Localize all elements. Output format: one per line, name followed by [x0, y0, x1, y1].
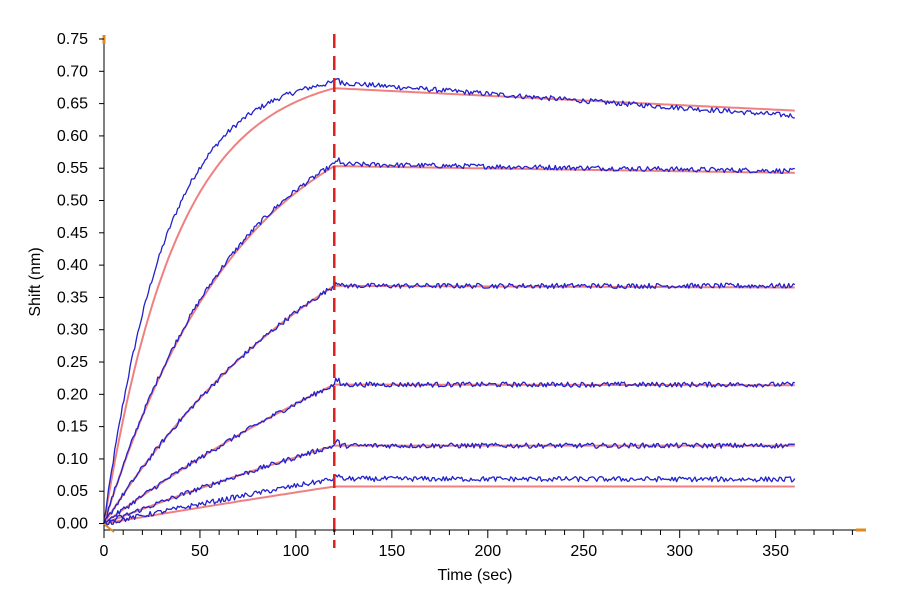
- tick-labels: 0 50 100 150 200 250 300 350 0.00 0.05 0.10 0.15 0.2…: [57, 31, 789, 560]
- fit-series-2: [103, 165, 795, 524]
- y-tick-label: 0.60: [57, 128, 88, 145]
- x-axis-label: Time (sec): [438, 567, 513, 584]
- axes: [99, 35, 866, 538]
- fit-series-10: [103, 485, 795, 525]
- x-tick-label: 300: [666, 543, 693, 560]
- measured-series-11: [103, 474, 796, 527]
- y-tick-label: 0.10: [57, 451, 88, 468]
- y-tick-label: 0.70: [57, 63, 88, 80]
- y-tick-label: 0.55: [57, 160, 88, 177]
- y-tick-label: 0.20: [57, 386, 88, 403]
- y-tick-label: 0.75: [57, 31, 88, 48]
- series-layer: [103, 78, 796, 527]
- y-tick-label: 0.25: [57, 354, 88, 371]
- fit-series-0: [103, 87, 795, 524]
- measured-series-9: [103, 439, 795, 527]
- y-tick-label: 0.30: [57, 322, 88, 339]
- y-tick-label: 0.50: [57, 193, 88, 210]
- x-tick-label: 200: [474, 543, 501, 560]
- y-tick-label: 0.40: [57, 257, 88, 274]
- measured-series-1: [103, 78, 795, 523]
- x-tick-label: 0: [100, 543, 109, 560]
- y-tick-label: 0.35: [57, 289, 88, 306]
- measured-series-5: [103, 281, 796, 524]
- x-tick-label: 100: [283, 543, 310, 560]
- y-tick-label: 0.45: [57, 225, 88, 242]
- y-tick-label: 0.65: [57, 96, 88, 113]
- y-tick-label: 0.00: [57, 516, 88, 533]
- x-tick-label: 150: [378, 543, 405, 560]
- x-tick-label: 350: [762, 543, 789, 560]
- x-tick-label: 50: [191, 543, 209, 560]
- y-axis-label: Shift (nm): [27, 247, 44, 316]
- measured-series-7: [103, 377, 795, 526]
- y-tick-label: 0.05: [57, 483, 88, 500]
- fit-series-6: [103, 383, 795, 525]
- y-tick-label: 0.15: [57, 419, 88, 436]
- measured-series-3: [103, 157, 795, 523]
- x-tick-label: 250: [570, 543, 597, 560]
- fit-series-8: [103, 444, 795, 525]
- origin-mark: [103, 523, 115, 533]
- fit-series-4: [103, 284, 795, 525]
